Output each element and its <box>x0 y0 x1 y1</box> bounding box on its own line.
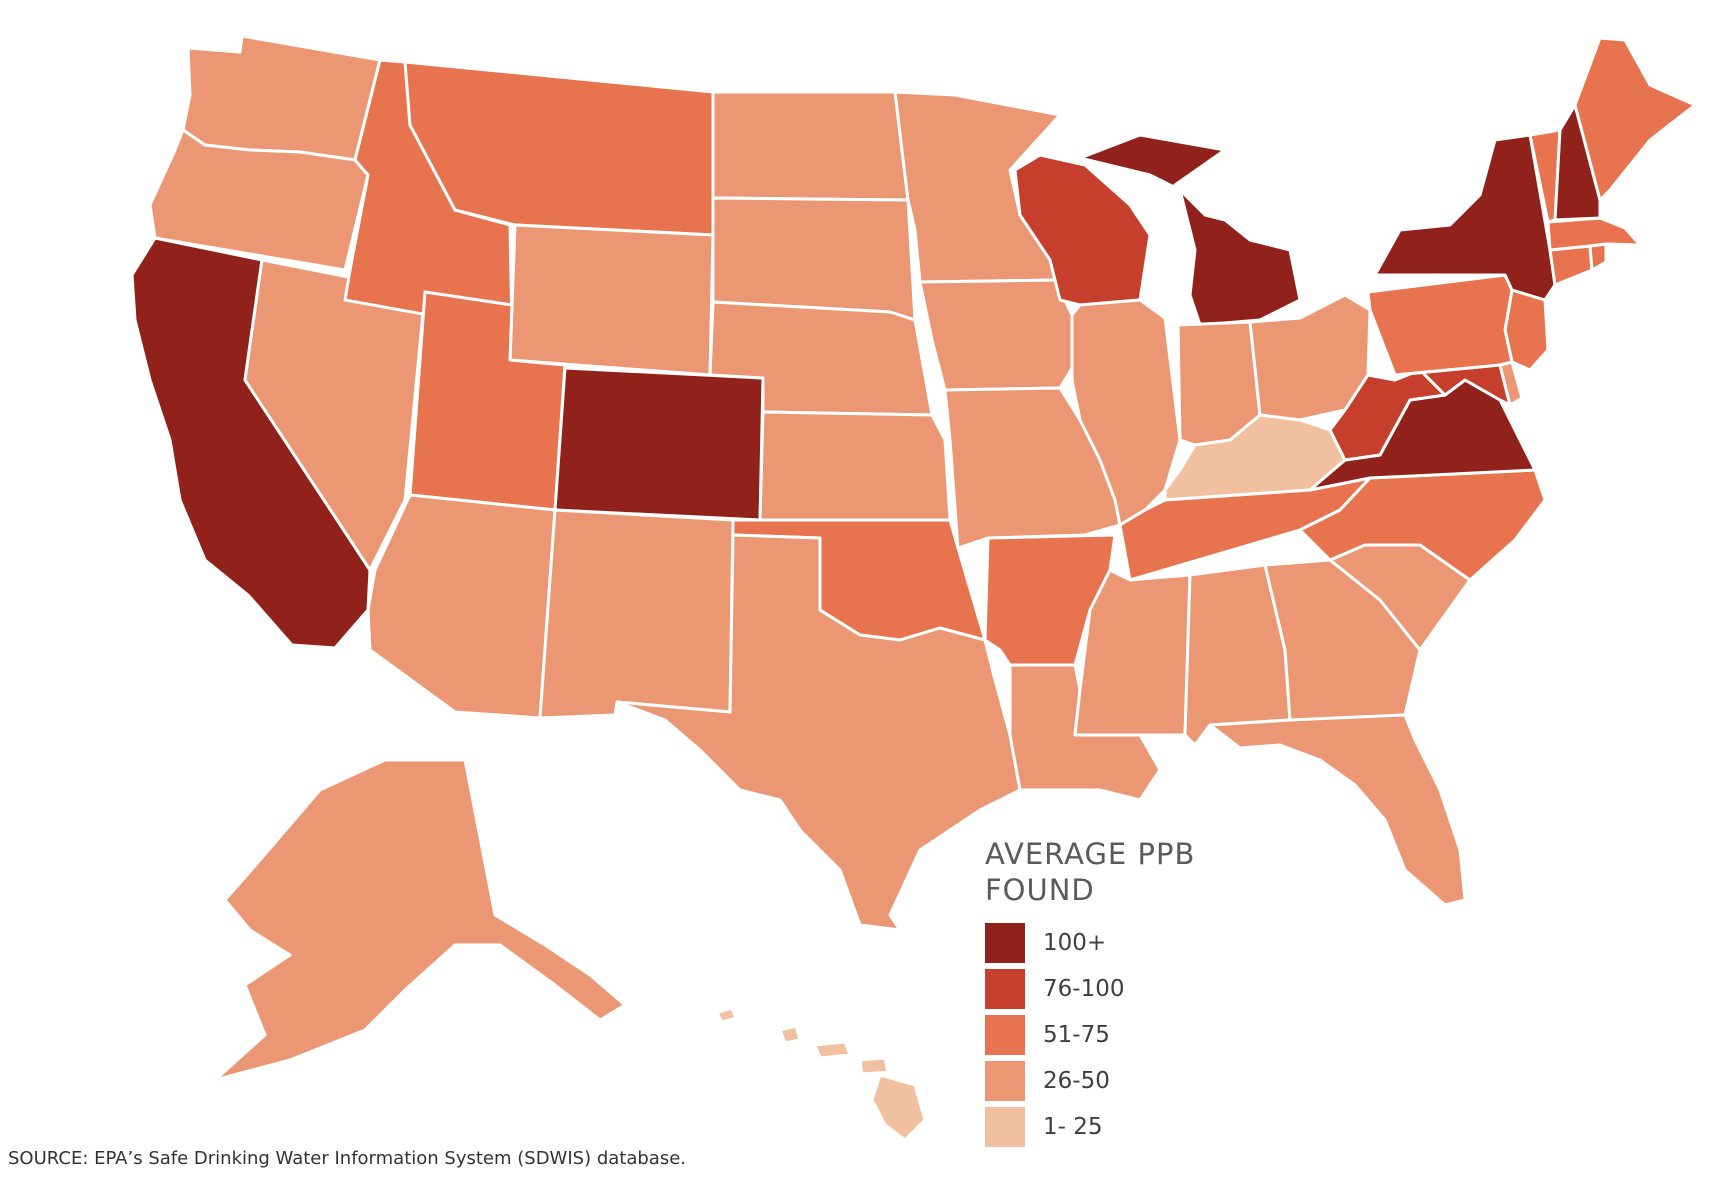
legend-swatch <box>985 1107 1025 1147</box>
state-mississippi[interactable] <box>1073 568 1192 737</box>
legend-swatch <box>985 1061 1025 1101</box>
legend-label: 76-100 <box>1043 976 1125 1002</box>
state-north-dakota[interactable] <box>711 90 910 202</box>
state-arizona[interactable] <box>366 493 557 720</box>
states-layer <box>130 34 1697 1142</box>
legend-label: 26-50 <box>1043 1068 1110 1094</box>
state-kansas[interactable] <box>758 410 952 522</box>
legend-swatch <box>985 1015 1025 1055</box>
state-new-mexico[interactable] <box>538 508 735 720</box>
state-pennsylvania[interactable] <box>1366 273 1514 377</box>
state-north-carolina[interactable] <box>1298 468 1547 582</box>
source-note: SOURCE: EPA’s Safe Drinking Water Inform… <box>8 1148 687 1169</box>
state-south-dakota[interactable] <box>711 196 917 322</box>
state-rhode-island[interactable] <box>1588 242 1608 272</box>
legend-label: 100+ <box>1043 930 1107 956</box>
state-massachusetts[interactable] <box>1546 216 1642 252</box>
state-washington[interactable] <box>181 34 382 162</box>
state-michigan[interactable] <box>1078 133 1302 327</box>
legend-item: 100+ <box>985 920 1195 966</box>
state-hawaii[interactable] <box>715 1006 927 1142</box>
legend-item: 51-75 <box>985 1012 1195 1058</box>
legend-swatch <box>985 923 1025 963</box>
state-iowa[interactable] <box>918 278 1082 392</box>
state-new-hampshire[interactable] <box>1553 103 1602 222</box>
legend-swatch <box>985 969 1025 1009</box>
state-florida[interactable] <box>1208 713 1467 907</box>
state-wyoming[interactable] <box>508 223 715 377</box>
state-alaska[interactable] <box>213 758 627 1082</box>
state-new-york[interactable] <box>1373 133 1557 302</box>
legend-item: 76-100 <box>985 966 1195 1012</box>
legend-title-line1: AVERAGE PPB <box>985 837 1196 871</box>
state-colorado[interactable] <box>553 366 765 522</box>
legend-label: 51-75 <box>1043 1022 1110 1048</box>
state-maine[interactable] <box>1573 36 1697 202</box>
legend-title: AVERAGE PPB FOUND <box>985 836 1195 908</box>
legend-title-line2: FOUND <box>985 873 1095 907</box>
state-connecticut[interactable] <box>1548 244 1594 287</box>
legend-label: 1- 25 <box>1043 1114 1103 1140</box>
state-texas[interactable] <box>615 533 1022 932</box>
legend: AVERAGE PPB FOUND 100+ 76-100 51-75 26-5… <box>985 836 1195 1150</box>
legend-item: 26-50 <box>985 1058 1195 1104</box>
legend-item: 1- 25 <box>985 1104 1195 1150</box>
